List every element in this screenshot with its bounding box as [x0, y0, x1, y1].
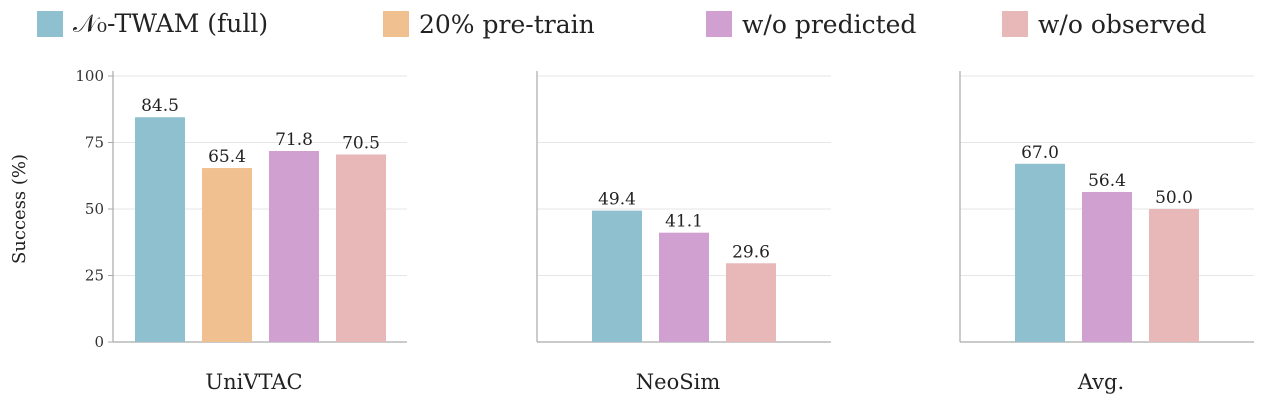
bar-value-label: 29.6: [732, 242, 770, 262]
legend-label: w/o observed: [1038, 9, 1207, 39]
bar-value-label: 41.1: [665, 212, 703, 232]
y-axis-label: Success (%): [9, 154, 30, 264]
bar-univtac-1: [135, 117, 185, 342]
bar-neosim-1: [592, 210, 642, 342]
bar-neosim-3: [726, 263, 776, 342]
legend-item-3: w/o predicted: [706, 9, 916, 39]
legend: 𝒩₀-TWAM (full) 20% pre-train w/o predicted…: [0, 0, 1264, 50]
legend-swatch: [37, 11, 63, 37]
bar-value-label: 70.5: [342, 133, 380, 153]
bar-avg-3: [1149, 209, 1199, 342]
y-tick-label: 100: [75, 67, 104, 85]
bar-value-label: 71.8: [275, 130, 313, 150]
legend-item-2: 20% pre-train: [383, 9, 595, 39]
bar-value-label: 50.0: [1155, 188, 1193, 208]
bar-value-label: 65.4: [208, 147, 246, 167]
legend-item-1: 𝒩₀-TWAM (full): [37, 9, 268, 39]
y-tick-label: 25: [85, 267, 104, 285]
y-tick-label: 0: [94, 333, 104, 351]
bar-avg-2: [1082, 191, 1132, 342]
legend-item-4: w/o observed: [1002, 9, 1206, 39]
bar-univtac-3: [269, 151, 319, 342]
bar-value-label: 49.4: [598, 190, 636, 210]
legend-swatch: [706, 11, 732, 37]
legend-label: w/o predicted: [742, 9, 917, 39]
panel-label: UniVTAC: [205, 370, 302, 394]
legend-label: 𝒩₀-TWAM (full): [73, 9, 269, 38]
bar-neosim-2: [659, 232, 709, 342]
bar-avg-1: [1015, 163, 1065, 342]
bar-univtac-2: [202, 168, 252, 342]
panel-label: NeoSim: [636, 370, 721, 394]
legend-swatch: [383, 11, 409, 37]
legend-swatch: [1002, 11, 1028, 37]
bar-value-label: 67.0: [1021, 143, 1059, 163]
bar-value-label: 84.5: [141, 96, 179, 116]
bar-value-label: 56.4: [1088, 171, 1126, 191]
legend-label: 20% pre-train: [419, 9, 595, 39]
bar-univtac-4: [336, 154, 386, 342]
y-tick-label: 75: [85, 134, 104, 152]
panel-label: Avg.: [1077, 370, 1124, 394]
y-tick-label: 50: [85, 200, 104, 218]
